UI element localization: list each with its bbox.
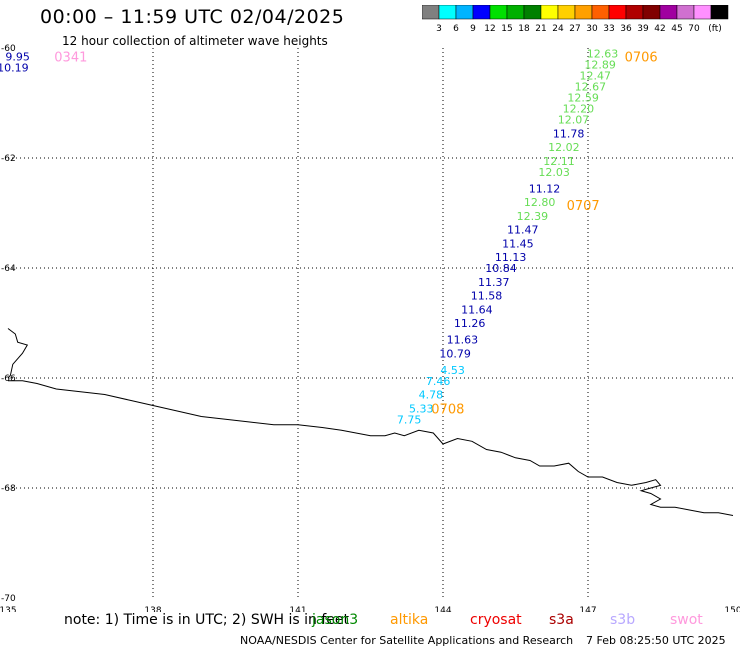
colorbar-tick-label: 70 [688, 24, 700, 34]
lat-tick-label: -62 [1, 154, 16, 164]
colorbar-tick-label: 42 [654, 24, 665, 34]
swh-value-label: 11.58 [471, 290, 503, 303]
colorbar-tick-label: 39 [637, 24, 649, 34]
swh-value-label: 12.11 [543, 155, 575, 168]
pass-time-label: 0707 [567, 199, 600, 214]
pass-time-label: 0341 [54, 50, 87, 65]
colorbar-tick-label: 9 [470, 24, 476, 34]
swh-value-label: 5.33 [409, 402, 434, 415]
swh-value-label: 11.47 [507, 224, 539, 237]
lon-tick-label: 141 [289, 606, 306, 612]
swh-value-label: 12.63 [587, 48, 619, 61]
colorbar-unit: (ft) [708, 24, 722, 34]
swh-value-label: 12.80 [524, 196, 556, 209]
swh-value-label: 12.89 [584, 59, 616, 72]
swh-value-label: 11.37 [478, 276, 510, 289]
lat-tick-label: -68 [1, 484, 16, 494]
lat-tick-label: -70 [1, 594, 16, 604]
altimeter-map: 135 138 141 144 147 150 -60 -62 -64 -66 -68 -70 12.6… [0, 44, 740, 612]
lat-tick-label: -66 [1, 374, 16, 384]
colorbar-swatch [710, 5, 729, 20]
satellite-legend-s3a: s3a [549, 612, 574, 628]
swh-value-label: 12.02 [548, 141, 580, 154]
colorbar-tick-label: 3 [436, 24, 442, 34]
swh-value-label: 10.19 [0, 61, 29, 74]
colorbar-tick-label: 12 [484, 24, 495, 34]
page-title: 00:00 – 11:59 UTC 02/04/2025 [40, 6, 345, 28]
colorbar-tick-label: 36 [620, 24, 632, 34]
colorbar-tick-label: 27 [569, 24, 580, 34]
swh-value-label: 12.03 [538, 166, 570, 179]
swh-value-label: 12.47 [580, 70, 612, 83]
colorbar-tick-label: 15 [501, 24, 512, 34]
swh-value-label: 11.12 [529, 182, 561, 195]
swh-value-label: 12.59 [567, 92, 599, 105]
swh-value-label: 11.63 [447, 334, 479, 347]
page-subtitle: 12 hour collection of altimeter wave hei… [62, 34, 328, 48]
swh-value-label: 4.53 [440, 364, 465, 377]
coastline [8, 380, 734, 516]
swh-value-label: 11.78 [553, 127, 585, 140]
colorbar-tick-label: 18 [518, 24, 530, 34]
colorbar-tick-label: 30 [586, 24, 598, 34]
swh-value-label: 4.78 [419, 389, 444, 402]
satellite-legend-s3b: s3b [610, 612, 636, 628]
lon-tick-label: 144 [434, 606, 451, 612]
swh-value-label: 12.07 [558, 114, 590, 127]
swh-value-label: 12.20 [563, 103, 595, 116]
coastline-west [7, 328, 29, 379]
swh-value-label: 12.67 [575, 81, 607, 94]
footer-note: note: 1) Time is in UTC; 2) SWH is in fe… [64, 612, 350, 628]
swh-value-label: 10.84 [485, 262, 517, 275]
swh-value-label: 7.46 [426, 375, 451, 388]
swh-value-label: 12.39 [517, 210, 549, 223]
satellite-legend-swot: swot [670, 612, 703, 628]
lat-tick-label: -64 [1, 264, 16, 274]
pass-time-label: 0708 [431, 402, 464, 417]
satellite-legend-cryosat: cryosat [470, 612, 522, 628]
colorbar-tick-label: 21 [535, 24, 546, 34]
swh-value-label: 11.13 [495, 251, 527, 264]
satellite-legend-altika: altika [390, 612, 429, 628]
lon-tick-label: 135 [0, 606, 17, 612]
pass-time-label: 0706 [625, 50, 658, 65]
swh-value-label: 7.75 [397, 413, 422, 426]
swh-value-label: 11.26 [454, 317, 486, 330]
colorbar-tick-label: 24 [552, 24, 564, 34]
colorbar-tick-label: 45 [671, 24, 682, 34]
footer-timestamp: 7 Feb 08:25:50 UTC 2025 [586, 634, 726, 647]
footer-credit: NOAA/NESDIS Center for Satellite Applica… [240, 634, 574, 647]
lon-tick-label: 150 [724, 606, 740, 612]
swh-value-label: 9.95 [5, 50, 30, 63]
lat-tick-label: -60 [1, 44, 16, 54]
colorbar-tick-label: 6 [453, 24, 459, 34]
swh-value-label: 11.64 [461, 303, 493, 316]
lon-tick-label: 138 [144, 606, 161, 612]
lon-tick-label: 147 [579, 606, 596, 612]
swh-value-label: 10.79 [439, 347, 471, 360]
colorbar-tick-label: 33 [603, 24, 614, 34]
satellite-legend-jason3: jason3 [312, 612, 359, 628]
swh-value-label: 11.45 [502, 237, 534, 250]
wave-height-colorbar: 3 6 9 12 15 18 21 24 27 30 33 36 39 42 45 70 (ft) [422, 5, 729, 34]
